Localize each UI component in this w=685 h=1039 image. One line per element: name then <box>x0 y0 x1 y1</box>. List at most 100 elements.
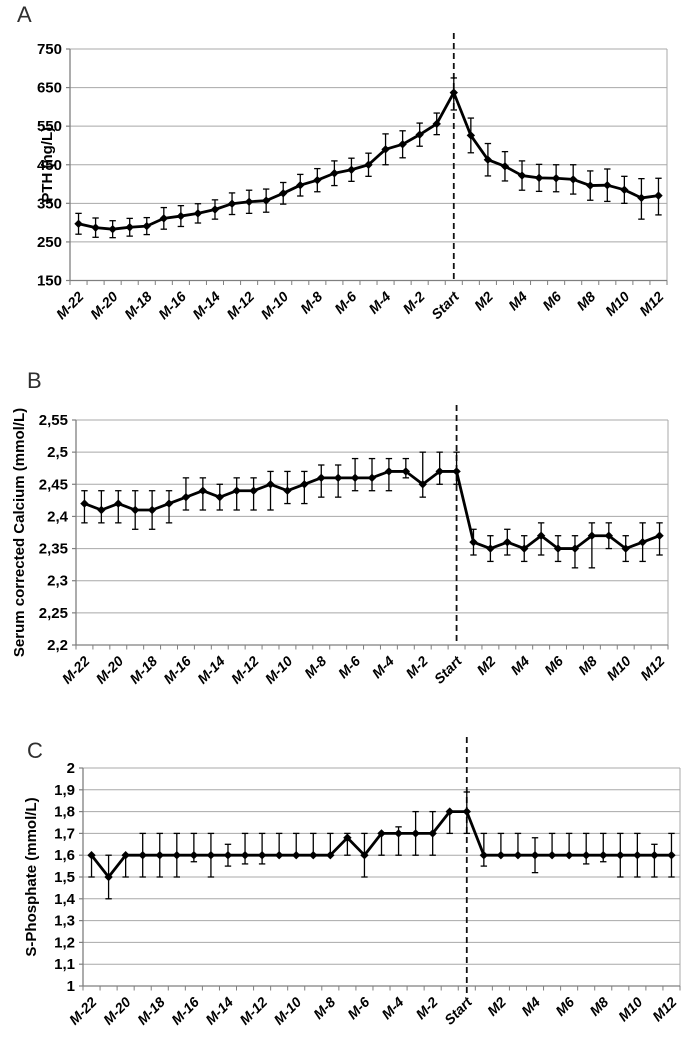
svg-text:M-4: M-4 <box>365 288 394 317</box>
axes <box>69 49 668 285</box>
svg-text:550: 550 <box>37 118 62 135</box>
svg-text:M8: M8 <box>575 653 600 678</box>
svg-text:M2: M2 <box>471 288 496 313</box>
svg-text:1,6: 1,6 <box>54 847 75 864</box>
data-point-markers <box>80 467 664 553</box>
svg-text:M4: M4 <box>505 288 530 313</box>
svg-text:1,3: 1,3 <box>54 913 75 930</box>
axes <box>82 768 681 991</box>
svg-text:M-2: M-2 <box>412 994 441 1023</box>
svg-text:M-18: M-18 <box>121 288 155 322</box>
calcium-line-chart: 2,55 2,5 2,45 2,4 2,35 2,3 2,25 2,2M-22 M-20 M-18… <box>11 405 669 687</box>
svg-text:M-12: M-12 <box>228 653 262 687</box>
svg-text:250: 250 <box>37 234 62 251</box>
svg-text:Start: Start <box>431 652 466 687</box>
svg-text:450: 450 <box>37 157 62 174</box>
svg-text:M-20: M-20 <box>93 653 127 687</box>
svg-text:150: 150 <box>37 273 62 290</box>
svg-text:M-4: M-4 <box>378 994 407 1023</box>
svg-text:2,2: 2,2 <box>47 637 68 654</box>
error-bars <box>75 77 662 239</box>
svg-text:M-16: M-16 <box>168 994 202 1028</box>
panel-a-label: A <box>17 2 32 27</box>
svg-text:M-18: M-18 <box>134 994 168 1028</box>
svg-text:2,35: 2,35 <box>39 541 68 558</box>
svg-text:1,8: 1,8 <box>54 804 75 821</box>
y-axis-labels: 2 1,9 1,8 1,7 1,6 1,5 1,4 1,3 1,2 1,1 1 <box>54 760 76 995</box>
y-axis-title: Serum corrected Calcium (mmol/L) <box>11 408 28 657</box>
y-axis-labels: 2,55 2,5 2,45 2,4 2,35 2,3 2,25 2,2 <box>39 412 69 654</box>
panel-b-label: B <box>27 368 42 393</box>
svg-text:M-22: M-22 <box>66 994 100 1028</box>
svg-text:M12: M12 <box>649 994 680 1025</box>
svg-text:M-10: M-10 <box>270 994 304 1028</box>
gridlines <box>72 419 668 646</box>
svg-text:M-14: M-14 <box>194 653 228 687</box>
svg-text:M-14: M-14 <box>202 994 236 1028</box>
svg-text:2,25: 2,25 <box>39 605 68 622</box>
svg-text:M-20: M-20 <box>100 994 134 1028</box>
svg-text:M-6: M-6 <box>331 288 360 317</box>
svg-text:M4: M4 <box>518 994 543 1019</box>
svg-text:M4: M4 <box>507 653 532 678</box>
svg-text:M-2: M-2 <box>402 653 431 682</box>
svg-text:M10: M10 <box>615 994 646 1025</box>
svg-text:2,45: 2,45 <box>39 476 68 493</box>
svg-text:M-4: M-4 <box>369 653 398 682</box>
svg-text:1,9: 1,9 <box>54 782 75 799</box>
svg-text:1,1: 1,1 <box>54 956 75 973</box>
svg-text:650: 650 <box>37 80 62 97</box>
phosphate-line-chart: 21,91,81,71,61,51,41,31,21,11M-22 M-20 M-1… <box>23 737 681 1028</box>
svg-text:M6: M6 <box>552 994 577 1019</box>
svg-text:2,3: 2,3 <box>47 573 68 590</box>
x-axis-labels: M-22 M-20 M-18 M-16 M-14 M-12 M-10 M-8 M-6 M-4 M-2… <box>59 652 668 687</box>
svg-text:M-22: M-22 <box>53 288 87 322</box>
svg-text:2,4: 2,4 <box>47 508 69 525</box>
y-axis-title: S-Phosphate (mmol/L) <box>23 797 40 956</box>
svg-text:M8: M8 <box>573 288 598 313</box>
svg-text:Start: Start <box>441 993 476 1028</box>
svg-text:M-10: M-10 <box>262 653 296 687</box>
svg-text:M-6: M-6 <box>335 653 364 682</box>
svg-text:M12: M12 <box>637 653 668 684</box>
svg-text:M2: M2 <box>484 994 509 1019</box>
svg-text:M-6: M-6 <box>344 994 373 1023</box>
data-point-markers <box>74 88 663 234</box>
svg-text:M-12: M-12 <box>236 994 270 1028</box>
svg-text:M10: M10 <box>603 653 634 684</box>
svg-text:1,7: 1,7 <box>54 825 75 842</box>
panel-c-label: C <box>27 738 43 763</box>
y-axis-labels: 750 650 550 450 350 250 150 <box>37 41 62 290</box>
x-axis-labels: M-22 M-20 M-18 M-16 M-14 M-12 M-10 M-8 M-6 M-4 M-2… <box>53 287 667 322</box>
svg-text:M-12: M-12 <box>223 288 257 322</box>
svg-text:M-2: M-2 <box>399 288 428 317</box>
svg-text:M6: M6 <box>541 653 566 678</box>
svg-text:M6: M6 <box>539 288 564 313</box>
svg-text:2: 2 <box>67 760 75 777</box>
svg-text:M-8: M-8 <box>310 994 339 1023</box>
svg-text:M8: M8 <box>586 994 611 1019</box>
svg-text:M-14: M-14 <box>189 288 223 322</box>
svg-text:M-18: M-18 <box>126 653 160 687</box>
gridlines <box>79 767 680 987</box>
svg-text:M-8: M-8 <box>301 653 330 682</box>
svg-text:M-16: M-16 <box>160 653 194 687</box>
svg-text:1,2: 1,2 <box>54 934 75 951</box>
svg-text:M10: M10 <box>602 288 633 319</box>
error-bars <box>88 791 675 900</box>
svg-text:1,5: 1,5 <box>54 869 75 886</box>
svg-text:M-20: M-20 <box>87 288 121 322</box>
svg-text:1,4: 1,4 <box>54 891 76 908</box>
svg-text:M2: M2 <box>473 653 498 678</box>
svg-text:M-10: M-10 <box>257 288 291 322</box>
svg-text:M-22: M-22 <box>59 653 93 687</box>
svg-text:750: 750 <box>37 41 62 58</box>
y-axis-title: PTH (ng/L) <box>39 127 56 203</box>
svg-text:Start: Start <box>428 287 463 322</box>
axes <box>75 420 669 650</box>
svg-text:2,55: 2,55 <box>39 412 68 429</box>
svg-text:M-16: M-16 <box>155 288 189 322</box>
svg-text:350: 350 <box>37 195 62 212</box>
